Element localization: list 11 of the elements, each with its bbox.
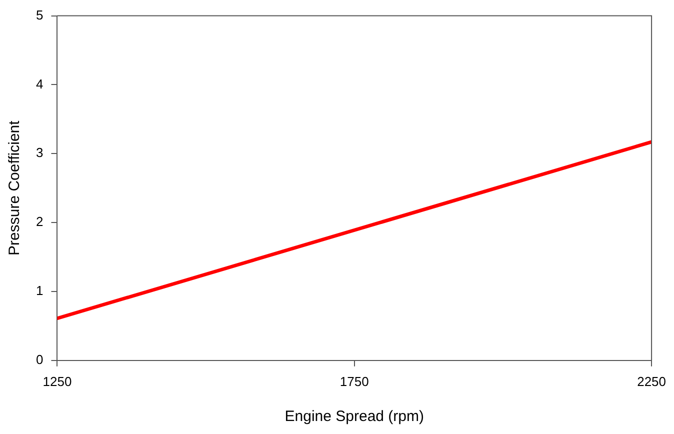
- y-tick-label: 2: [36, 214, 44, 230]
- y-tick-label: 5: [36, 7, 44, 22]
- x-tick-label: 1250: [42, 374, 72, 389]
- y-tick-label: 1: [36, 283, 44, 298]
- x-tick-label: 1750: [340, 374, 369, 389]
- y-axis-title: Pressure Coefficient: [6, 120, 24, 256]
- x-tick-label: 2250: [637, 374, 666, 389]
- x-axis-title: Engine Spread (rpm): [284, 408, 424, 426]
- y-tick-label: 0: [36, 352, 44, 367]
- y-tick-label: 3: [36, 145, 44, 160]
- y-tick-label: 4: [36, 76, 44, 92]
